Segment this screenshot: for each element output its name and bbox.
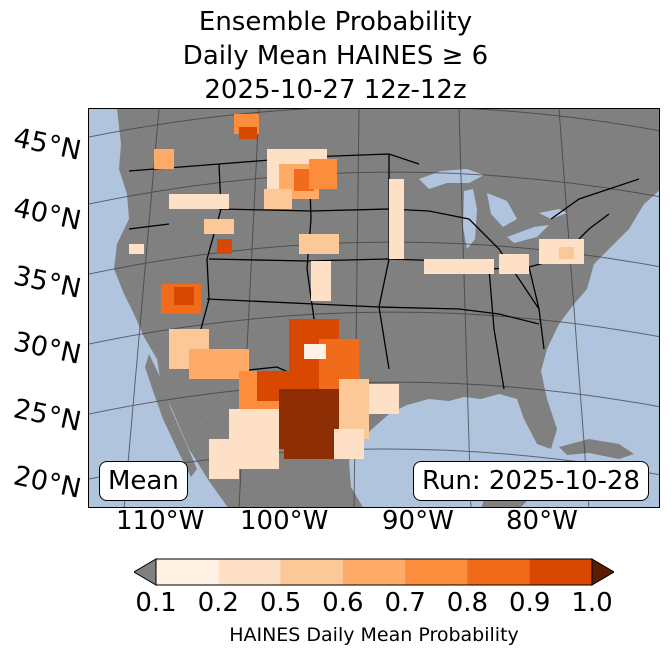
colorbar-segment <box>156 559 219 585</box>
lake-michigan <box>463 189 477 249</box>
lon-label-100: 100°W <box>240 506 329 536</box>
land-baja <box>145 354 197 477</box>
probability-cells <box>129 114 584 479</box>
colorbar-over-arrow <box>591 558 614 586</box>
lake-ontario <box>539 209 567 219</box>
lake-erie <box>507 225 549 243</box>
colorbar-tick-label: 0.6 <box>322 588 364 618</box>
stat-label-box: Mean <box>99 461 188 501</box>
map-title-line2: Daily Mean HAINES ≥ 6 <box>182 41 489 71</box>
colorbar-tick-label: 0.1 <box>135 588 177 618</box>
colorbar-segment <box>405 559 468 585</box>
colorbar-tick-label: 0.2 <box>197 588 239 618</box>
lake-huron <box>487 193 517 227</box>
colorbar-segment <box>342 559 406 585</box>
colorbar-under-arrow <box>134 558 157 586</box>
map-title-line1: Ensemble Probability <box>198 7 473 37</box>
colorbar-tick-label: 1.0 <box>571 588 613 618</box>
lat-label-30: 30°N <box>10 326 84 371</box>
colorbar <box>134 558 614 586</box>
map-canvas <box>89 109 659 507</box>
lat-label-20: 20°N <box>10 460 84 505</box>
map-title-date: 2025-10-27 12z-12z <box>204 75 467 105</box>
lat-label-25: 25°N <box>10 393 84 438</box>
colorbar-segment <box>280 559 344 585</box>
colorbar-tick-label: 0.8 <box>446 588 489 618</box>
lon-label-110: 110°W <box>116 506 205 536</box>
colorbar-tick-label: 0.9 <box>509 588 551 618</box>
lat-label-40: 40°N <box>10 192 84 237</box>
lat-label-35: 35°N <box>10 260 84 305</box>
colorbar-segment <box>218 559 282 585</box>
colorbar-segment <box>467 559 531 585</box>
colorbar-tick-label: 0.5 <box>259 588 302 618</box>
lat-label-45: 45°N <box>10 122 84 167</box>
colorbar-segments <box>156 559 593 585</box>
colorbar-frame <box>155 558 593 586</box>
lon-label-90: 90°W <box>382 506 454 536</box>
colorbar-label: HAINES Daily Mean Probability <box>229 624 519 646</box>
lon-label-80: 80°W <box>506 506 578 536</box>
colorbar-tick-label: 0.7 <box>384 588 426 618</box>
land-cuba <box>559 439 634 459</box>
run-label-box: Run: 2025-10-28 <box>413 461 649 501</box>
probability-map: Mean Run: 2025-10-28 <box>88 108 660 508</box>
colorbar-segment <box>529 559 593 585</box>
